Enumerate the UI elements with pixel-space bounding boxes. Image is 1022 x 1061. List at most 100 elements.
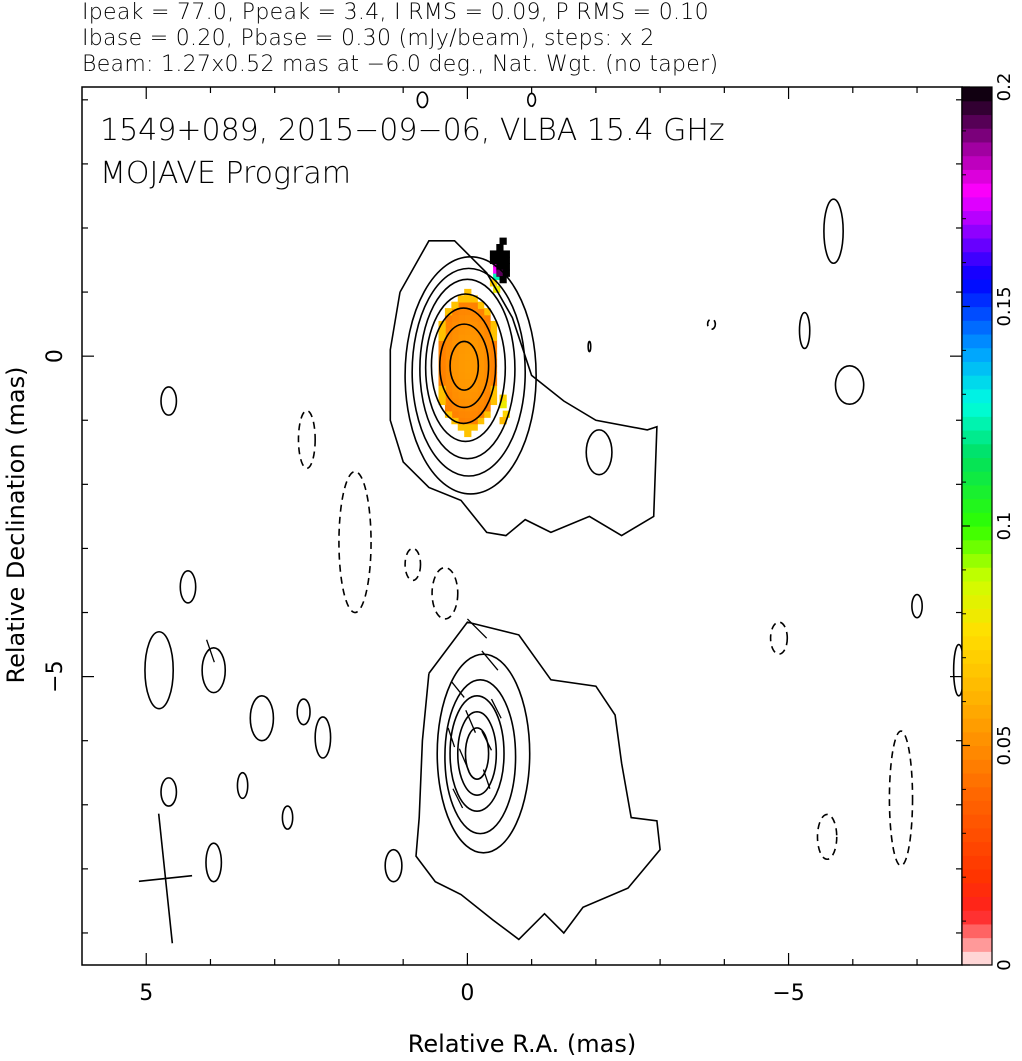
noise-contour	[249, 695, 275, 742]
colorbar-segment	[962, 635, 992, 651]
plot-title: 1549+089, 2015−09−06, VLBA 15.4 GHz	[100, 113, 725, 148]
image-pixel	[457, 340, 465, 348]
image-pixel	[457, 346, 465, 354]
image-pixel	[444, 378, 453, 386]
image-pixel	[444, 359, 453, 367]
evpa-tick	[465, 709, 477, 733]
image-pixel	[444, 404, 453, 412]
noise-contour	[160, 777, 178, 807]
colorbar-tick-label: 0.2	[994, 73, 1015, 102]
image-pixel	[470, 397, 478, 406]
image-pixel	[451, 410, 459, 418]
image-pixel	[499, 401, 507, 409]
image-pixel	[457, 333, 465, 341]
image-pixel	[444, 308, 453, 316]
image-pixel	[477, 378, 485, 386]
image-pixel	[477, 397, 485, 406]
colorbar-segment	[962, 731, 992, 747]
image-pixel	[451, 385, 459, 393]
image-pixel	[502, 263, 510, 271]
image-pixel	[489, 327, 498, 335]
colorbar-segment	[962, 896, 992, 911]
colorbar-segment	[962, 690, 992, 705]
image-pixel	[489, 359, 498, 367]
evpa-tick	[466, 618, 488, 639]
image-pixel	[457, 295, 465, 303]
colorbar-segment	[962, 279, 992, 294]
image-pixel	[457, 385, 465, 393]
lower-contour	[444, 679, 517, 835]
core-outer-contour	[389, 240, 658, 537]
header-base-line: Ibase = 0.20, Pbase = 0.30 (mJy/beam), s…	[82, 26, 655, 51]
image-pixel	[470, 410, 478, 418]
evpa-tick	[490, 698, 502, 719]
image-pixel	[470, 404, 478, 412]
core-contour	[419, 278, 516, 460]
image-pixel	[451, 308, 459, 316]
image-pixel	[483, 365, 491, 373]
image-pixel	[464, 346, 472, 354]
colorbar-segment	[962, 224, 992, 239]
image-pixel	[489, 372, 498, 380]
x-tick-label: 0	[460, 981, 474, 1006]
image-pixel	[451, 391, 459, 399]
image-pixel	[457, 327, 465, 335]
colorbar-segment	[962, 471, 992, 486]
contour-layer	[138, 91, 962, 944]
colorbar-segment	[962, 155, 992, 170]
image-pixel	[464, 423, 472, 431]
noise-contour	[585, 429, 613, 476]
colorbar-segment	[962, 951, 992, 966]
x-tick-labels: 5 0 −5	[139, 981, 805, 1006]
image-pixel	[451, 397, 459, 406]
colorbar-segment	[962, 622, 992, 637]
colorbar-tick-label: 0.1	[994, 512, 1015, 541]
image-pixel	[451, 314, 459, 322]
colorbar-segment	[962, 361, 992, 376]
image-pixel	[477, 346, 485, 354]
noise-contour	[823, 198, 844, 265]
image-pixel	[444, 327, 453, 335]
noise-contour	[911, 593, 923, 619]
evpa-tick	[452, 788, 464, 809]
colorbar-segment	[962, 237, 992, 253]
colorbar-tick-label: 0.15	[994, 286, 1015, 326]
image-pixel	[470, 365, 478, 373]
image-pixel	[451, 301, 459, 309]
image-pixel	[489, 397, 498, 406]
image-pixel	[451, 346, 459, 354]
image-pixel	[502, 269, 510, 277]
image-pixel	[444, 410, 453, 418]
image-pixel	[499, 237, 507, 245]
image-pixel	[464, 359, 472, 367]
colorbar-segment	[962, 827, 992, 843]
colorbar-segment	[962, 786, 992, 801]
image-pixel	[483, 327, 491, 335]
image-pixel	[438, 365, 446, 373]
colorbar-segment	[962, 402, 992, 417]
image-pixel	[438, 372, 446, 380]
colorbar-segment	[962, 100, 992, 116]
evpa-tick	[482, 769, 491, 789]
image-pixel	[470, 372, 478, 380]
lower-contour	[464, 727, 490, 780]
noise-contour	[314, 716, 332, 759]
colorbar-segment	[962, 114, 992, 129]
image-pixel	[470, 333, 478, 341]
colorbar-segment	[962, 210, 992, 225]
colorbar-segment	[962, 594, 992, 609]
image-pixel	[496, 250, 504, 258]
colorbar-segment	[962, 608, 992, 623]
image-pixel	[457, 308, 465, 316]
image-pixel	[438, 397, 446, 406]
image-pixel	[451, 340, 459, 348]
colorbar-segment	[962, 855, 992, 870]
x-tick-label: 5	[139, 981, 153, 1006]
image-pixel	[464, 372, 472, 380]
colorbar-labels: 0 0.05 0.1 0.15 0.2	[994, 73, 1015, 971]
noise-contour	[587, 340, 592, 353]
image-pixel	[451, 372, 459, 380]
noise-contour	[296, 698, 311, 726]
noise-contour	[952, 643, 962, 697]
image-pixel	[499, 276, 507, 284]
